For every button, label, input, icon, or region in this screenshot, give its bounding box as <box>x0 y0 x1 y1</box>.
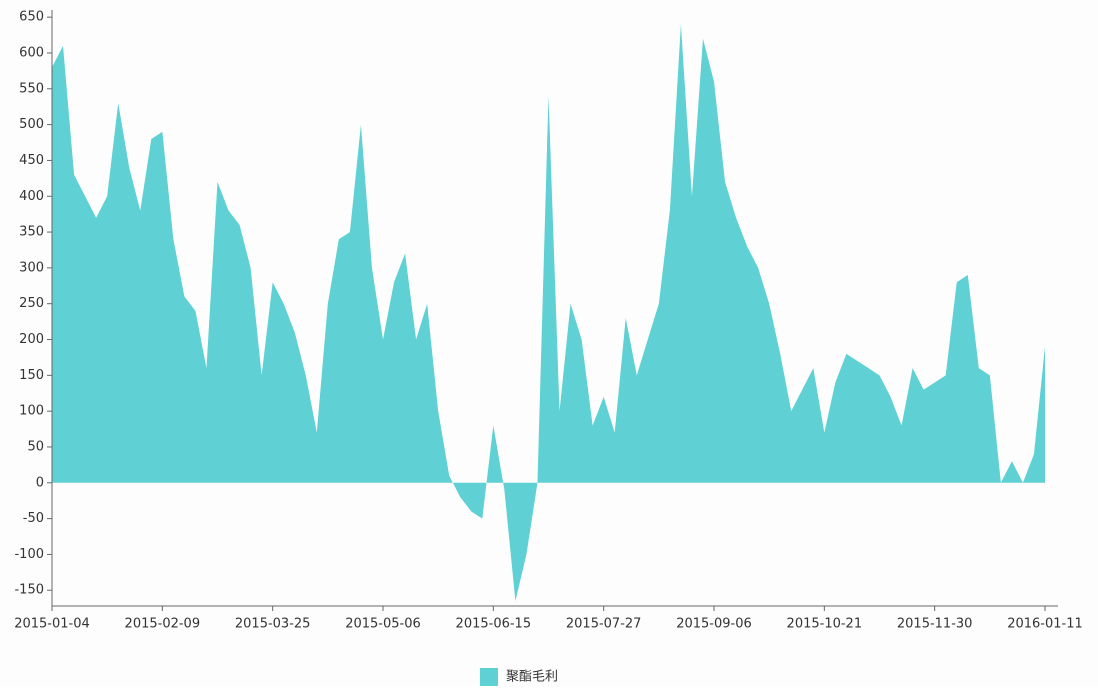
x-tick-label: 2015-07-27 <box>566 617 642 632</box>
x-tick-label: 2015-03-25 <box>235 617 311 632</box>
y-tick-label: 600 <box>19 45 44 60</box>
x-tick-label: 2015-11-30 <box>897 617 973 632</box>
x-tick-label: 2015-10-21 <box>787 617 863 632</box>
y-tick-label: 650 <box>19 10 44 25</box>
x-tick-label: 2016-01-11 <box>1007 617 1083 632</box>
y-tick-label: -150 <box>14 583 44 598</box>
y-tick-label: 50 <box>27 439 44 454</box>
y-tick-label: -50 <box>23 511 44 526</box>
x-tick-label: 2015-09-06 <box>676 617 752 632</box>
y-tick-label: 400 <box>19 189 44 204</box>
y-tick-label: 450 <box>19 153 44 168</box>
x-tick-label: 2015-05-06 <box>345 617 421 632</box>
area <box>52 24 1045 601</box>
y-tick-label: -100 <box>14 547 44 562</box>
y-tick-label: 0 <box>36 475 44 490</box>
y-tick-label: 550 <box>19 81 44 96</box>
y-tick-label: 200 <box>19 332 44 347</box>
y-tick-label: 500 <box>19 117 44 132</box>
y-tick-label: 150 <box>19 368 44 383</box>
x-tick-label: 2015-01-04 <box>14 617 90 632</box>
legend-swatch <box>480 668 498 686</box>
x-tick-label: 2015-02-09 <box>125 617 201 632</box>
y-tick-label: 250 <box>19 296 44 311</box>
y-tick-label: 350 <box>19 225 44 240</box>
legend-label: 聚酯毛利 <box>506 670 558 685</box>
y-tick-label: 100 <box>19 404 44 419</box>
y-tick-label: 300 <box>19 260 44 275</box>
x-tick-label: 2015-06-15 <box>456 617 532 632</box>
